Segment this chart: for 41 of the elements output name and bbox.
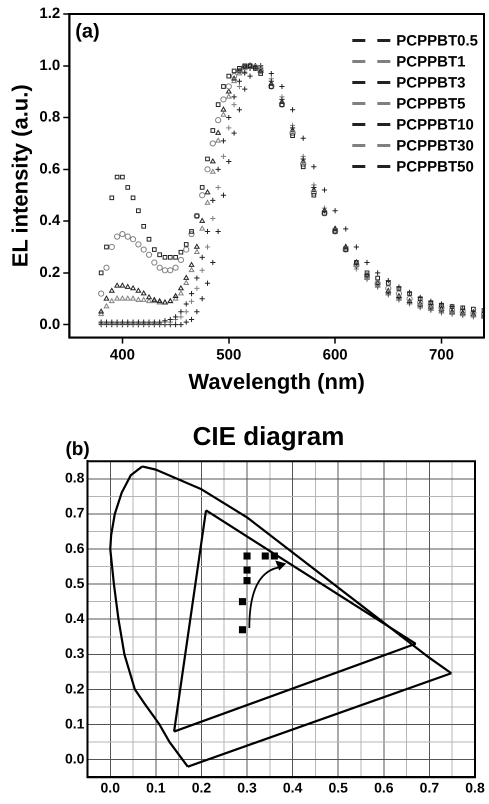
y-tick-label: 0.4 — [64, 610, 85, 626]
x-tick-label: 0.1 — [146, 779, 166, 796]
y-tick-label: 0.1 — [64, 715, 85, 732]
chart-title: CIE diagram — [192, 420, 344, 451]
legend-label: PCPPBT5 — [396, 96, 466, 113]
x-tick-label: 0.4 — [282, 779, 303, 796]
y-tick-label: 0.8 — [64, 470, 85, 486]
y-tick-label: 0.0 — [39, 316, 60, 333]
x-axis-title: Wavelength (nm) — [188, 368, 365, 394]
legend-label: PCPPBT1 — [396, 54, 466, 71]
annotation: (a) — [75, 20, 100, 43]
y-tick-label: 0.4 — [39, 212, 61, 230]
y-tick-label: 0.5 — [64, 574, 85, 591]
legend-label: PCPPBT10 — [396, 116, 474, 134]
x-tick-label: 600 — [322, 346, 348, 364]
x-tick-label: 0.0 — [100, 779, 120, 796]
x-tick-label: 0.5 — [328, 779, 348, 796]
x-tick-label: 700 — [428, 346, 454, 364]
legend-label: PCPPBT3 — [396, 74, 466, 92]
x-tick-label: 400 — [110, 346, 135, 364]
x-tick-label: 0.2 — [192, 779, 212, 796]
y-tick-label: 0.7 — [64, 504, 85, 521]
legend-label: PCPPBT30 — [396, 138, 474, 155]
text: (b) — [65, 438, 90, 460]
y-tick-label: 0.6 — [39, 160, 60, 178]
x-tick-label: 0.3 — [237, 779, 257, 796]
x-tick-label: 0.6 — [374, 779, 394, 796]
x-tick-label: 0.8 — [465, 779, 485, 796]
x-tick-label: 0.7 — [420, 779, 440, 796]
legend-label: PCPPBT50 — [396, 158, 474, 176]
y-tick-label: 1.2 — [39, 5, 60, 22]
y-axis-title: EL intensity (a.u.) — [7, 84, 32, 268]
y-tick-label: 0.2 — [39, 264, 60, 282]
legend-label: PCPPBT0.5 — [396, 32, 478, 50]
y-tick-label: 0.3 — [64, 645, 85, 662]
y-tick-label: 0.0 — [64, 750, 85, 767]
x-tick-label: 500 — [216, 346, 242, 364]
y-tick-label: 0.8 — [39, 108, 60, 126]
y-tick-label: 1.0 — [39, 56, 60, 74]
y-tick-label: 0.2 — [64, 680, 85, 696]
y-tick-label: 0.6 — [64, 540, 85, 556]
